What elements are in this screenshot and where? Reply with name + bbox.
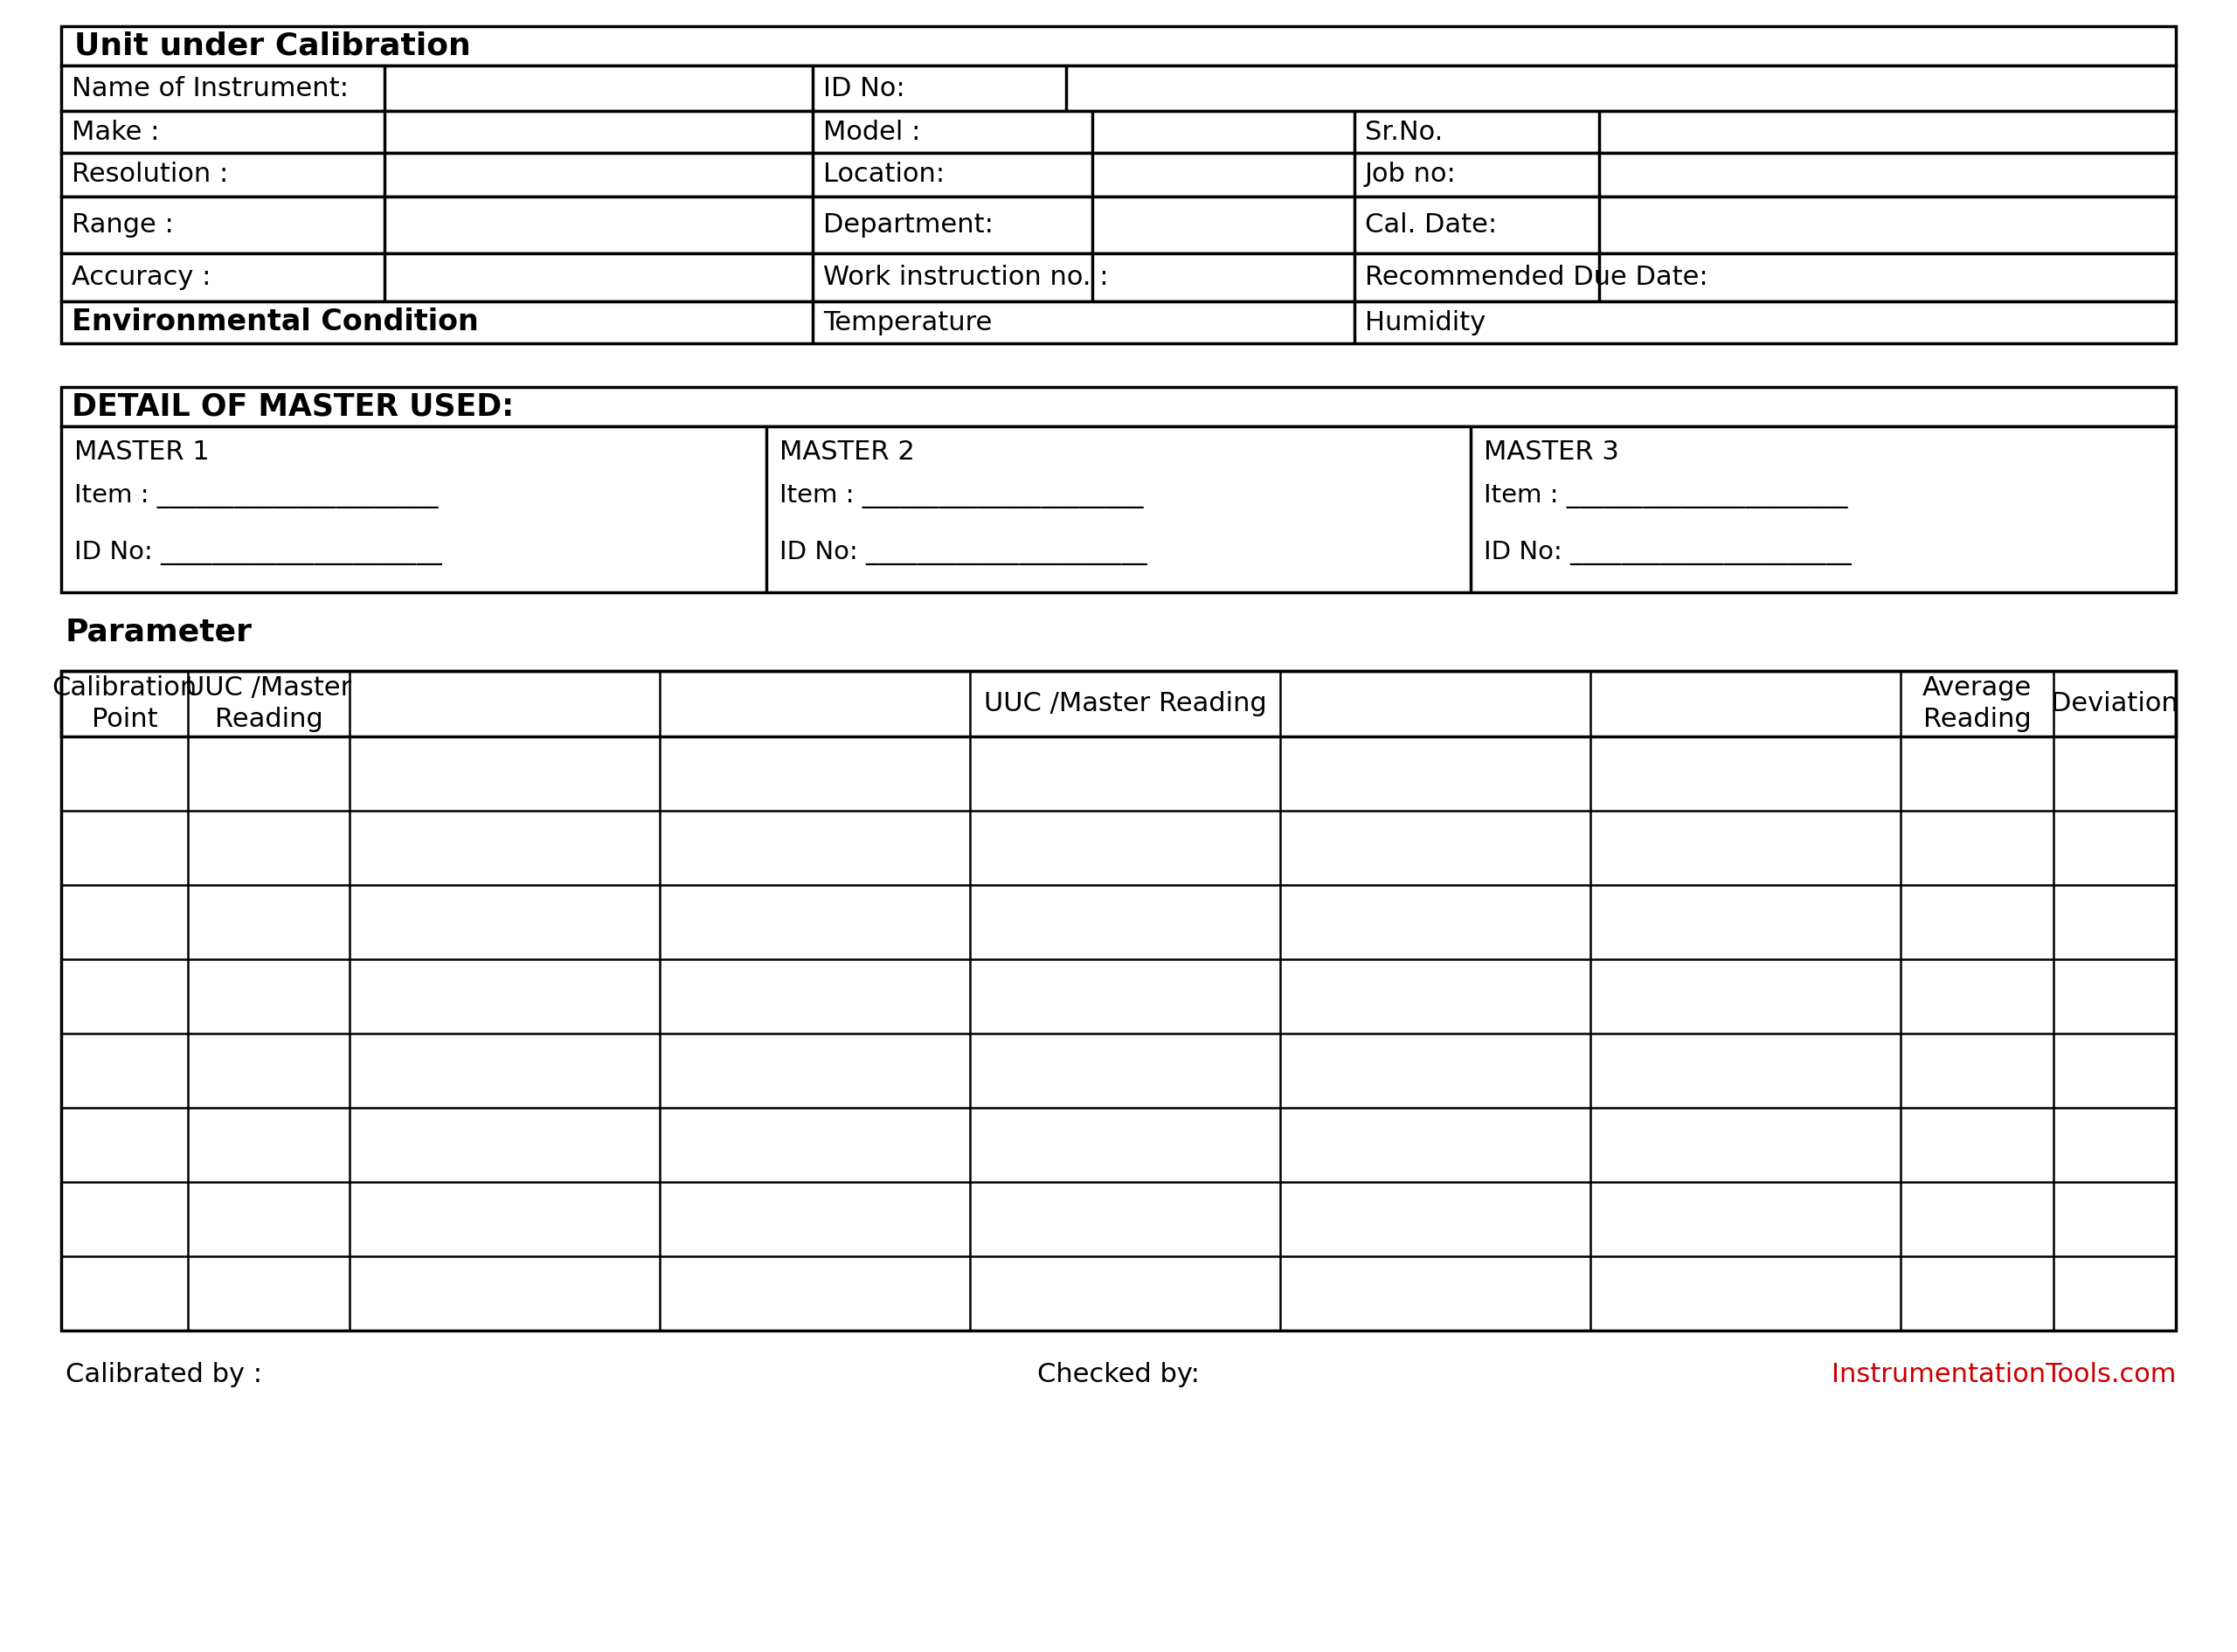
Text: Department:: Department:	[823, 213, 993, 238]
Text: Average
Reading: Average Reading	[1922, 676, 2031, 732]
Text: Recommended Due Date:: Recommended Due Date:	[1365, 264, 1709, 291]
Text: Location:: Location:	[823, 162, 944, 187]
Text: Calibration
Point: Calibration Point	[51, 676, 197, 732]
Text: Sr.No.: Sr.No.	[1365, 119, 1443, 145]
Bar	[60, 154, 2177, 197]
Text: InstrumentationTools.com: InstrumentationTools.com	[1832, 1361, 2177, 1388]
Text: Work instruction no. :: Work instruction no. :	[823, 264, 1110, 291]
Text: MASTER 1: MASTER 1	[74, 439, 210, 466]
Text: Item : ______________________: Item : ______________________	[1483, 484, 1848, 509]
Text: Model :: Model :	[823, 119, 919, 145]
Text: Unit under Calibration: Unit under Calibration	[74, 31, 470, 61]
Text: Checked by:: Checked by:	[1038, 1361, 1199, 1388]
Text: Make :: Make :	[72, 119, 159, 145]
Bar	[60, 301, 2177, 344]
Bar	[60, 387, 2177, 426]
Text: Item : ______________________: Item : ______________________	[778, 484, 1143, 509]
Text: Environmental Condition: Environmental Condition	[72, 307, 479, 337]
Text: Item : ______________________: Item : ______________________	[74, 484, 438, 509]
Text: ID No: ______________________: ID No: ______________________	[778, 540, 1148, 565]
Text: Resolution :: Resolution :	[72, 162, 228, 187]
Text: Range :: Range :	[72, 213, 174, 238]
Text: Accuracy :: Accuracy :	[72, 264, 210, 291]
Text: Name of Instrument:: Name of Instrument:	[72, 76, 349, 101]
Bar	[60, 197, 2177, 253]
Text: ID No: ______________________: ID No: ______________________	[74, 540, 443, 565]
Text: :: :	[215, 616, 224, 646]
Text: DETAIL OF MASTER USED:: DETAIL OF MASTER USED:	[72, 392, 515, 421]
Bar	[60, 253, 2177, 301]
Bar	[60, 26, 2177, 66]
Text: ID No: ______________________: ID No: ______________________	[1483, 540, 1852, 565]
Text: UUC /Master Reading: UUC /Master Reading	[984, 691, 1266, 717]
Text: Job no:: Job no:	[1365, 162, 1456, 187]
Text: Calibrated by :: Calibrated by :	[65, 1361, 262, 1388]
Text: MASTER 2: MASTER 2	[778, 439, 915, 466]
Text: ID No:: ID No:	[823, 76, 906, 101]
Text: UUC /Master
Reading: UUC /Master Reading	[186, 676, 351, 732]
Bar	[60, 426, 2177, 593]
Text: Cal. Date:: Cal. Date:	[1365, 213, 1497, 238]
Text: Temperature: Temperature	[823, 309, 993, 335]
Bar	[60, 671, 2177, 1330]
Bar	[60, 111, 2177, 154]
Text: Deviation: Deviation	[2051, 691, 2179, 717]
Bar	[60, 671, 2177, 737]
Text: MASTER 3: MASTER 3	[1483, 439, 1620, 466]
Text: Humidity: Humidity	[1365, 309, 1485, 335]
Text: Parameter: Parameter	[65, 616, 253, 646]
Bar	[60, 66, 2177, 111]
